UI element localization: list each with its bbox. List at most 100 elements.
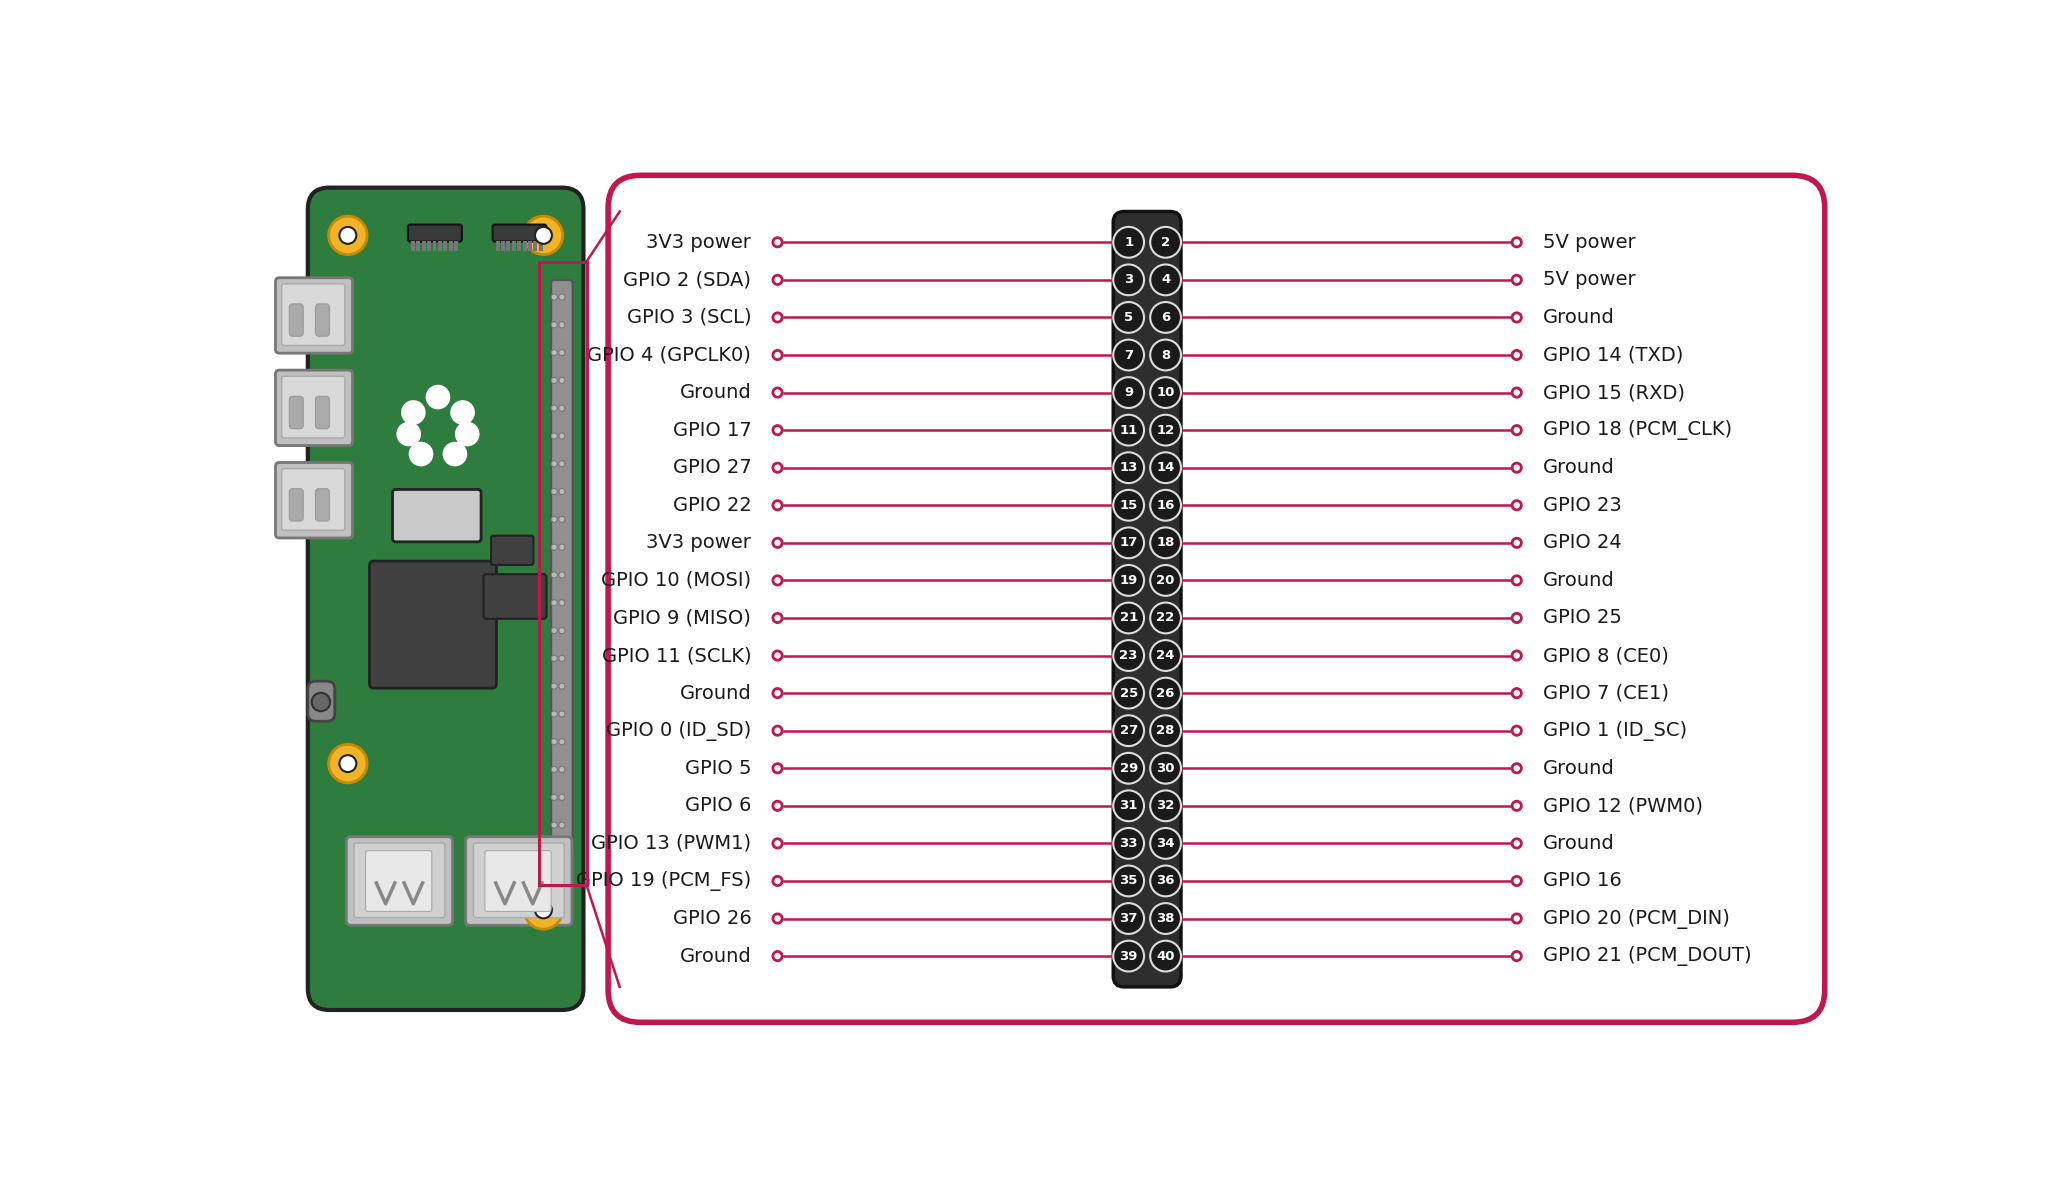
Circle shape [559, 794, 566, 800]
Circle shape [1112, 903, 1143, 934]
Circle shape [1150, 865, 1181, 896]
Circle shape [772, 500, 782, 510]
Text: 7: 7 [1125, 348, 1133, 361]
Circle shape [1150, 603, 1181, 633]
Circle shape [772, 463, 782, 473]
Circle shape [535, 226, 551, 244]
FancyBboxPatch shape [473, 843, 563, 917]
Circle shape [551, 600, 557, 606]
Circle shape [1112, 640, 1143, 671]
Circle shape [1112, 941, 1143, 972]
Circle shape [772, 275, 782, 284]
Text: GPIO 4 (GPCLK0): GPIO 4 (GPCLK0) [588, 346, 751, 365]
Circle shape [1112, 377, 1143, 408]
Circle shape [454, 422, 479, 447]
Text: GPIO 21 (PCM_DOUT): GPIO 21 (PCM_DOUT) [1544, 946, 1752, 966]
Circle shape [772, 801, 782, 811]
FancyBboxPatch shape [365, 851, 431, 911]
Text: GPIO 5: GPIO 5 [685, 758, 751, 777]
Text: GPIO 20 (PCM_DIN): GPIO 20 (PCM_DIN) [1544, 909, 1730, 929]
Circle shape [338, 755, 357, 773]
Text: 10: 10 [1156, 386, 1174, 399]
FancyBboxPatch shape [609, 175, 1825, 1023]
Circle shape [772, 651, 782, 660]
Text: 34: 34 [1156, 837, 1174, 850]
Circle shape [1150, 340, 1181, 371]
Circle shape [1513, 425, 1521, 435]
Text: 19: 19 [1119, 574, 1137, 587]
Circle shape [1513, 763, 1521, 773]
Circle shape [551, 350, 557, 356]
Text: 14: 14 [1156, 461, 1174, 474]
Bar [438, 241, 442, 251]
Circle shape [551, 822, 557, 828]
Circle shape [559, 461, 566, 467]
Circle shape [1112, 527, 1143, 558]
Circle shape [1513, 614, 1521, 622]
Circle shape [772, 688, 782, 698]
Bar [427, 241, 431, 251]
Circle shape [1112, 678, 1143, 709]
Text: Ground: Ground [1544, 571, 1614, 590]
Circle shape [559, 488, 566, 494]
FancyBboxPatch shape [275, 462, 353, 538]
Circle shape [551, 517, 557, 523]
Circle shape [328, 216, 367, 255]
Circle shape [1513, 801, 1521, 811]
Text: GPIO 23: GPIO 23 [1544, 495, 1622, 514]
Text: GPIO 11 (SCLK): GPIO 11 (SCLK) [603, 646, 751, 665]
Circle shape [559, 600, 566, 606]
Circle shape [1112, 489, 1143, 520]
Circle shape [1112, 264, 1143, 295]
Text: GPIO 19 (PCM_FS): GPIO 19 (PCM_FS) [576, 871, 751, 891]
Circle shape [1513, 952, 1521, 961]
Bar [506, 241, 510, 251]
Circle shape [1112, 565, 1143, 596]
Circle shape [772, 425, 782, 435]
Circle shape [1150, 678, 1181, 709]
Circle shape [1150, 264, 1181, 295]
Circle shape [559, 405, 566, 411]
Text: 21: 21 [1119, 611, 1137, 624]
Text: GPIO 9 (MISO): GPIO 9 (MISO) [613, 608, 751, 628]
Text: 33: 33 [1119, 837, 1137, 850]
Circle shape [772, 614, 782, 622]
FancyBboxPatch shape [483, 575, 547, 619]
Text: Ground: Ground [1544, 758, 1614, 777]
FancyBboxPatch shape [289, 396, 303, 429]
Text: 22: 22 [1156, 611, 1174, 624]
Text: GPIO 22: GPIO 22 [673, 495, 751, 514]
Circle shape [559, 350, 566, 356]
Text: GPIO 18 (PCM_CLK): GPIO 18 (PCM_CLK) [1544, 421, 1732, 440]
FancyBboxPatch shape [347, 837, 452, 925]
Circle shape [396, 422, 421, 447]
Bar [411, 241, 415, 251]
Circle shape [338, 226, 357, 244]
Circle shape [1112, 790, 1143, 821]
Circle shape [1513, 726, 1521, 736]
Text: 13: 13 [1119, 461, 1137, 474]
Text: GPIO 10 (MOSI): GPIO 10 (MOSI) [601, 571, 751, 590]
Circle shape [772, 877, 782, 885]
Bar [539, 241, 543, 251]
Text: GPIO 7 (CE1): GPIO 7 (CE1) [1544, 684, 1670, 703]
Circle shape [1150, 489, 1181, 520]
Circle shape [524, 216, 563, 255]
Circle shape [1150, 527, 1181, 558]
Text: 3: 3 [1125, 274, 1133, 287]
Circle shape [1513, 914, 1521, 923]
Circle shape [1150, 377, 1181, 408]
Text: GPIO 14 (TXD): GPIO 14 (TXD) [1544, 346, 1684, 365]
Circle shape [1150, 941, 1181, 972]
FancyBboxPatch shape [551, 280, 572, 850]
Circle shape [1112, 226, 1143, 257]
Circle shape [551, 294, 557, 300]
Text: GPIO 6: GPIO 6 [685, 796, 751, 815]
Circle shape [1513, 839, 1521, 848]
Circle shape [1150, 903, 1181, 934]
Circle shape [772, 952, 782, 961]
Circle shape [1112, 865, 1143, 896]
Text: GPIO 13 (PWM1): GPIO 13 (PWM1) [590, 834, 751, 853]
Circle shape [551, 572, 557, 578]
Text: GPIO 27: GPIO 27 [673, 459, 751, 478]
